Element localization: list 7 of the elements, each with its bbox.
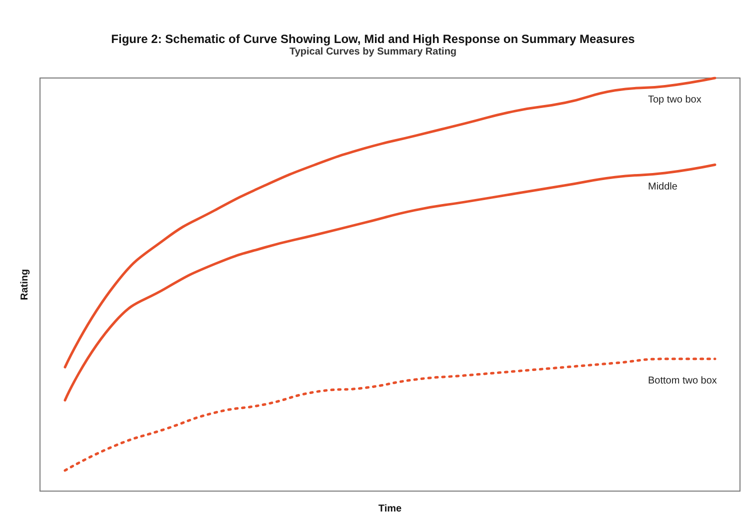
chart-title: Figure 2: Schematic of Curve Showing Low, Mid and High Response on Summary Measures <box>111 32 636 46</box>
series-label: Bottom two box <box>648 375 717 386</box>
series-label: Middle <box>648 181 678 192</box>
y-axis-title: Rating <box>20 268 30 300</box>
x-axis-title: Time <box>378 504 402 514</box>
series-label: Top two box <box>648 94 702 106</box>
chart-subtitle: Typical Curves by Summary Rating <box>289 46 457 58</box>
